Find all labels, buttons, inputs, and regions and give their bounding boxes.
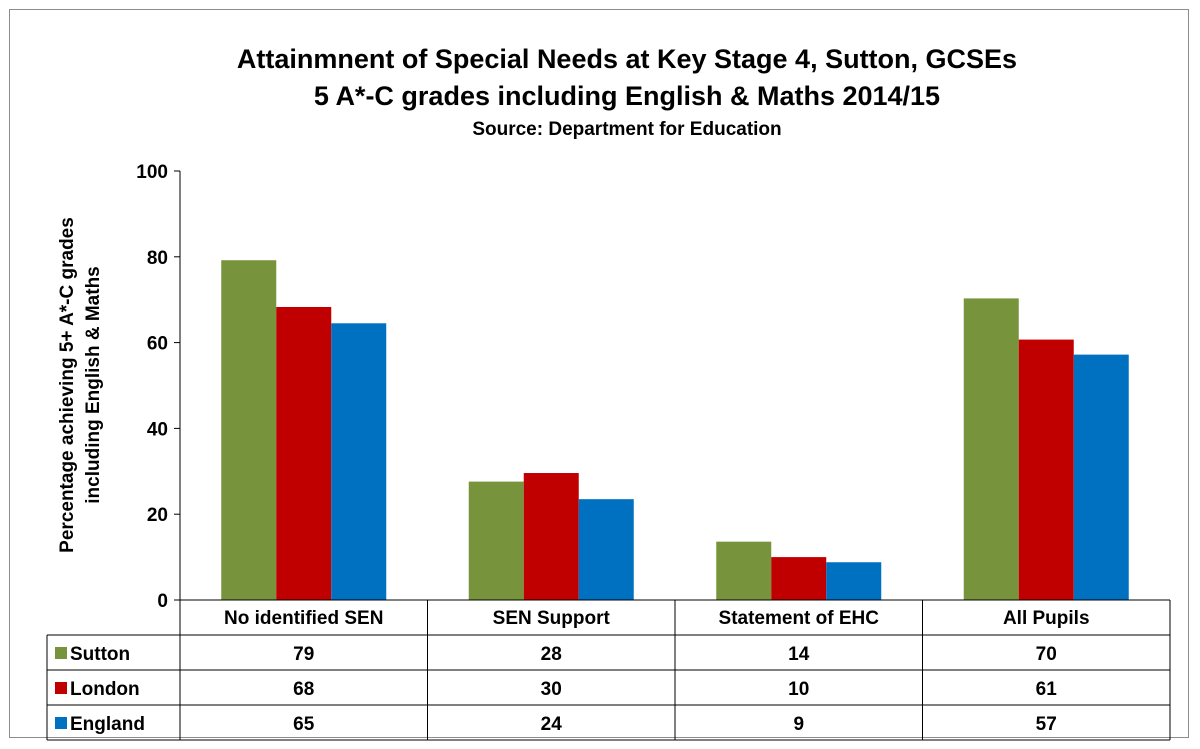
y-axis-label-line1: Percentage achieving 5+ A*-C grades: [57, 217, 78, 553]
legend-label-london: London: [70, 679, 140, 700]
legend-label-england: England: [70, 714, 145, 735]
bar-england: [826, 562, 882, 600]
bar-england: [1073, 354, 1129, 600]
legend-label-sutton: Sutton: [70, 644, 130, 665]
bar-england: [331, 323, 387, 600]
category-label: Statement of EHC: [719, 608, 880, 629]
y-tick-label: 100: [136, 162, 168, 183]
y-axis: 0 20 40 60 80 100: [136, 162, 181, 612]
table-cell-value: 70: [1036, 644, 1057, 665]
bar-london: [771, 557, 827, 600]
table-cell-value: 9: [793, 714, 804, 735]
table-cell-value: 10: [788, 679, 809, 700]
legend-swatch-sutton: [55, 647, 67, 659]
table-cell-value: 61: [1036, 679, 1058, 700]
category-label: All Pupils: [1003, 608, 1090, 629]
table-cell-value: 30: [541, 679, 562, 700]
chart-source: Source: Department for Education: [472, 119, 781, 140]
y-axis-label-line2: including English & Maths: [83, 266, 104, 504]
bar-group: [221, 260, 1129, 600]
bar-sutton: [468, 481, 524, 600]
category-label: SEN Support: [493, 608, 611, 629]
chart-title: Attainmnent of Special Needs at Key Stag…: [237, 44, 1017, 74]
y-tick-label: 60: [147, 334, 168, 355]
y-tick-label: 80: [147, 248, 168, 269]
table-cell-value: 57: [1036, 714, 1057, 735]
table-cell-value: 14: [788, 644, 810, 665]
bar-london: [1018, 339, 1074, 600]
data-table: No identified SEN SEN Support Statement of…: [46, 599, 1171, 741]
legend-swatch-england: [55, 717, 67, 729]
bar-england: [578, 499, 634, 600]
bar-sutton: [716, 541, 772, 600]
table-cell-value: 79: [293, 644, 314, 665]
y-tick-label: 0: [157, 591, 168, 612]
table-cell-value: 68: [293, 679, 314, 700]
legend-swatch-london: [55, 682, 67, 694]
category-label: No identified SEN: [224, 608, 383, 629]
chart-subtitle: 5 A*-C grades including English & Maths …: [314, 81, 940, 111]
bar-sutton: [221, 260, 277, 600]
bar-london: [523, 473, 579, 600]
y-tick-label: 20: [147, 505, 168, 526]
bar-sutton: [963, 298, 1019, 600]
table-cell-value: 28: [541, 644, 562, 665]
y-tick-label: 40: [147, 419, 168, 440]
table-cell-value: 65: [293, 714, 315, 735]
table-cell-value: 24: [541, 714, 563, 735]
bar-london: [276, 306, 332, 600]
